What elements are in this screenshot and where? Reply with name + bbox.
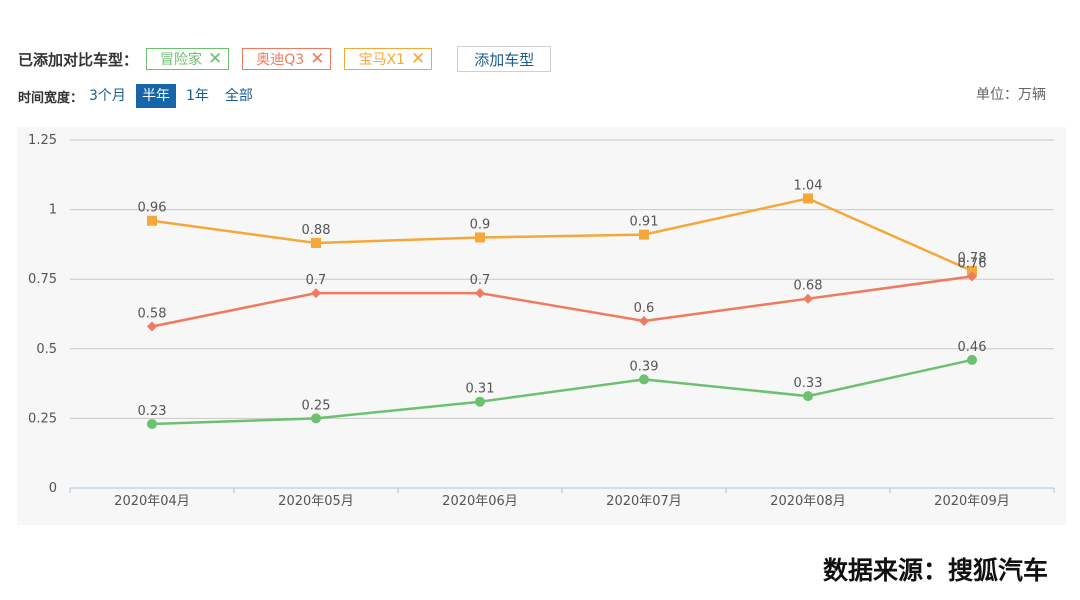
model-chip-name: 冒险家: [160, 52, 203, 68]
model-chip: 奥迪Q3 ✕: [242, 48, 332, 70]
time-range-tab[interactable]: 1年: [185, 88, 209, 104]
data-point: [311, 288, 321, 299]
data-label: 0.7: [470, 273, 491, 288]
data-label: 0.23: [138, 404, 167, 419]
data-point: [803, 193, 813, 204]
y-tick-label: 0: [49, 481, 57, 496]
data-label: 0.9: [470, 217, 491, 232]
x-tick-label: 2020年04月: [114, 494, 190, 509]
model-chip-name: 奥迪Q3: [256, 52, 305, 68]
remove-model-icon[interactable]: ✕: [410, 48, 426, 69]
y-tick-label: 0.5: [36, 342, 57, 357]
y-tick-label: 0.25: [28, 411, 57, 426]
data-point: [803, 391, 813, 402]
data-label: 0.31: [466, 382, 495, 397]
data-label: 0.39: [630, 359, 659, 374]
data-point: [311, 413, 321, 424]
series-line: [151, 197, 973, 272]
data-point: [311, 238, 321, 249]
data-point: [967, 354, 977, 365]
compare-models-row: 已添加对比车型： 冒险家 ✕ 奥迪Q3 ✕ 宝马X1 ✕ 添加车型: [18, 46, 552, 72]
data-label: 0.25: [302, 398, 331, 413]
model-chip-name: 宝马X1: [358, 52, 405, 68]
data-point: [967, 265, 977, 276]
time-range-tab[interactable]: 半年: [135, 84, 176, 108]
added-models-label: 已添加对比车型：: [18, 50, 139, 69]
y-tick-label: 1: [49, 203, 57, 218]
data-point: [475, 396, 485, 407]
data-label: 0.78: [958, 251, 987, 266]
data-point: [147, 418, 157, 429]
data-source-label: 数据来源：搜狐汽车: [822, 556, 1048, 585]
data-label: 0.7: [306, 273, 327, 288]
data-label: 0.6: [634, 301, 655, 316]
x-tick-label: 2020年06月: [442, 494, 518, 509]
data-point: [639, 315, 649, 326]
unit-label: 单位：万辆: [976, 87, 1046, 103]
time-range-tab[interactable]: 全部: [224, 88, 253, 104]
data-label: 0.58: [138, 307, 167, 322]
data-label: 0.91: [630, 215, 659, 230]
data-point: [639, 229, 649, 240]
y-tick-label: 0.75: [28, 272, 57, 287]
model-chips: 冒险家 ✕ 奥迪Q3 ✕ 宝马X1 ✕: [146, 48, 445, 70]
time-range-label: 时间宽度：: [18, 90, 84, 106]
series-line: [151, 275, 973, 328]
model-chip: 宝马X1 ✕: [344, 48, 433, 70]
data-label: 0.88: [302, 223, 331, 238]
data-label: 0.76: [958, 256, 987, 271]
time-range-tabs: 3个月 半年 1年 全部: [83, 84, 263, 108]
data-point: [475, 232, 485, 243]
time-range-tab[interactable]: 3个月: [89, 88, 126, 104]
y-tick-label: 1.25: [28, 133, 57, 148]
series-line: [151, 358, 973, 426]
chart-panel: 0 0.25 0.5 0.75 1 1.25 2020年04月 2020年05月 2020年06…: [17, 127, 1066, 525]
x-tick-label: 2020年05月: [278, 494, 354, 509]
data-point: [639, 374, 649, 385]
data-point: [803, 293, 813, 304]
data-point: [147, 215, 157, 226]
x-tick-label: 2020年09月: [934, 494, 1010, 509]
time-range-row: 时间宽度： 3个月 半年 1年 全部: [18, 84, 263, 108]
data-label: 1.04: [794, 178, 823, 193]
data-point: [475, 288, 485, 299]
data-point: [967, 271, 977, 282]
remove-model-icon[interactable]: ✕: [310, 48, 325, 69]
data-label: 0.68: [794, 279, 823, 294]
data-label: 0.33: [794, 376, 823, 391]
data-label: 0.96: [138, 201, 167, 216]
line-chart: 0 0.25 0.5 0.75 1 1.25 2020年04月 2020年05月 2020年06…: [28, 133, 1055, 509]
x-tick-label: 2020年07月: [606, 494, 682, 509]
model-chip: 冒险家 ✕: [146, 48, 230, 70]
x-tick-label: 2020年08月: [770, 494, 846, 509]
data-point: [147, 321, 157, 332]
remove-model-icon[interactable]: ✕: [208, 48, 223, 69]
data-label: 0.46: [958, 340, 987, 355]
add-model-button[interactable]: 添加车型: [457, 46, 552, 72]
